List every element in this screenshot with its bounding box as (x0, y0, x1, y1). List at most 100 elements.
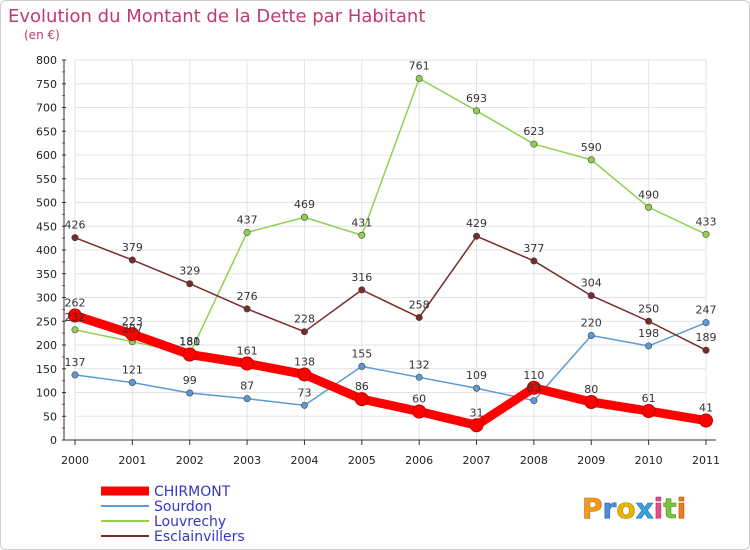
data-point (699, 413, 713, 428)
data-label: 198 (638, 327, 659, 340)
data-label: 132 (409, 358, 430, 371)
data-point (530, 257, 538, 265)
chart-subtitle: (en €) (24, 28, 60, 42)
data-label: 161 (237, 345, 258, 358)
data-point (354, 392, 369, 407)
y-tick-label: 750 (36, 78, 57, 91)
data-label: 276 (237, 290, 258, 303)
data-label: 121 (122, 364, 143, 377)
y-tick-label: 800 (36, 54, 57, 67)
y-tick-label: 0 (50, 434, 57, 447)
data-point (641, 404, 656, 419)
data-label: 623 (523, 125, 544, 138)
data-point (68, 308, 82, 323)
data-point (415, 75, 423, 83)
data-point (243, 228, 251, 236)
data-point (240, 356, 255, 371)
data-label: 433 (696, 215, 717, 228)
data-point (71, 326, 79, 334)
y-tick-label: 500 (36, 197, 57, 210)
data-point (297, 367, 312, 382)
proxiti-logo: Proxiti (582, 492, 687, 526)
data-label: 429 (466, 217, 487, 230)
data-label: 262 (65, 297, 86, 310)
data-label: 110 (523, 369, 544, 382)
x-tick-label: 2011 (692, 454, 720, 467)
data-point (473, 384, 481, 392)
y-tick-label: 250 (36, 315, 57, 328)
data-label: 207 (122, 323, 143, 336)
data-point (243, 305, 251, 313)
data-point (300, 328, 308, 336)
data-point (415, 373, 423, 381)
axes: 0 50 100 150 200 250 300 350 400 450 500 550 600 650 7… (36, 54, 720, 467)
y-tick-label: 50 (43, 410, 57, 423)
x-tick-label: 2009 (577, 454, 605, 467)
data-point (358, 231, 366, 239)
y-tick-label: 200 (36, 339, 57, 352)
data-point (300, 213, 308, 221)
data-point (645, 317, 653, 325)
y-tick-label: 650 (36, 125, 57, 138)
data-label: 426 (65, 219, 86, 232)
data-label: 87 (240, 380, 254, 393)
data-point (584, 395, 599, 409)
data-point (71, 234, 79, 242)
data-point (645, 203, 653, 211)
data-label: 220 (581, 317, 602, 330)
data-label: 437 (237, 213, 258, 226)
x-tick-label: 2006 (405, 454, 433, 467)
data-label: 469 (294, 198, 315, 211)
data-label: 250 (638, 302, 659, 315)
series-line-chirmont (70, 311, 711, 430)
data-label: 31 (470, 406, 484, 419)
data-point (358, 286, 366, 294)
data-point (702, 230, 710, 238)
data-point (473, 232, 481, 240)
data-label: 377 (523, 242, 544, 255)
data-label: 73 (297, 386, 311, 399)
logo-text: Proxiti (582, 492, 686, 525)
data-label: 232 (65, 311, 86, 324)
data-point (186, 389, 194, 397)
data-point (587, 156, 595, 164)
x-tick-label: 2003 (233, 454, 261, 467)
data-label: 247 (696, 304, 717, 317)
x-tick-label: 2007 (463, 454, 491, 467)
series (68, 75, 713, 433)
data-point (71, 371, 79, 379)
data-label: 431 (351, 216, 372, 229)
data-label: 138 (294, 355, 315, 368)
data-point (243, 395, 251, 403)
data-point (530, 140, 538, 148)
data-label: 99 (183, 374, 197, 387)
data-label: 258 (409, 298, 430, 311)
legend-label: Esclainvillers (154, 529, 245, 545)
data-point (473, 107, 481, 115)
data-point (702, 346, 710, 354)
data-label: 379 (122, 241, 143, 254)
data-label: 80 (584, 383, 598, 396)
data-label: 61 (642, 392, 656, 405)
data-label: 223 (122, 315, 143, 328)
data-point (300, 401, 308, 409)
x-tick-label: 2005 (348, 454, 376, 467)
data-point (469, 418, 484, 433)
data-point (415, 313, 423, 321)
data-point (182, 347, 197, 362)
data-point (587, 292, 595, 300)
series-line-louvrechy (74, 77, 707, 355)
x-tick-label: 2000 (61, 454, 89, 467)
data-point (530, 397, 538, 405)
y-tick-label: 350 (36, 268, 57, 281)
data-label: 60 (412, 393, 426, 406)
legend-label: CHIRMONT (154, 484, 231, 500)
data-point (702, 319, 710, 327)
data-label: 41 (699, 402, 713, 415)
y-tick-label: 550 (36, 173, 57, 186)
y-tick-label: 600 (36, 149, 57, 162)
data-label: 316 (351, 271, 372, 284)
data-label: 329 (179, 265, 200, 278)
data-label: 137 (65, 356, 86, 369)
